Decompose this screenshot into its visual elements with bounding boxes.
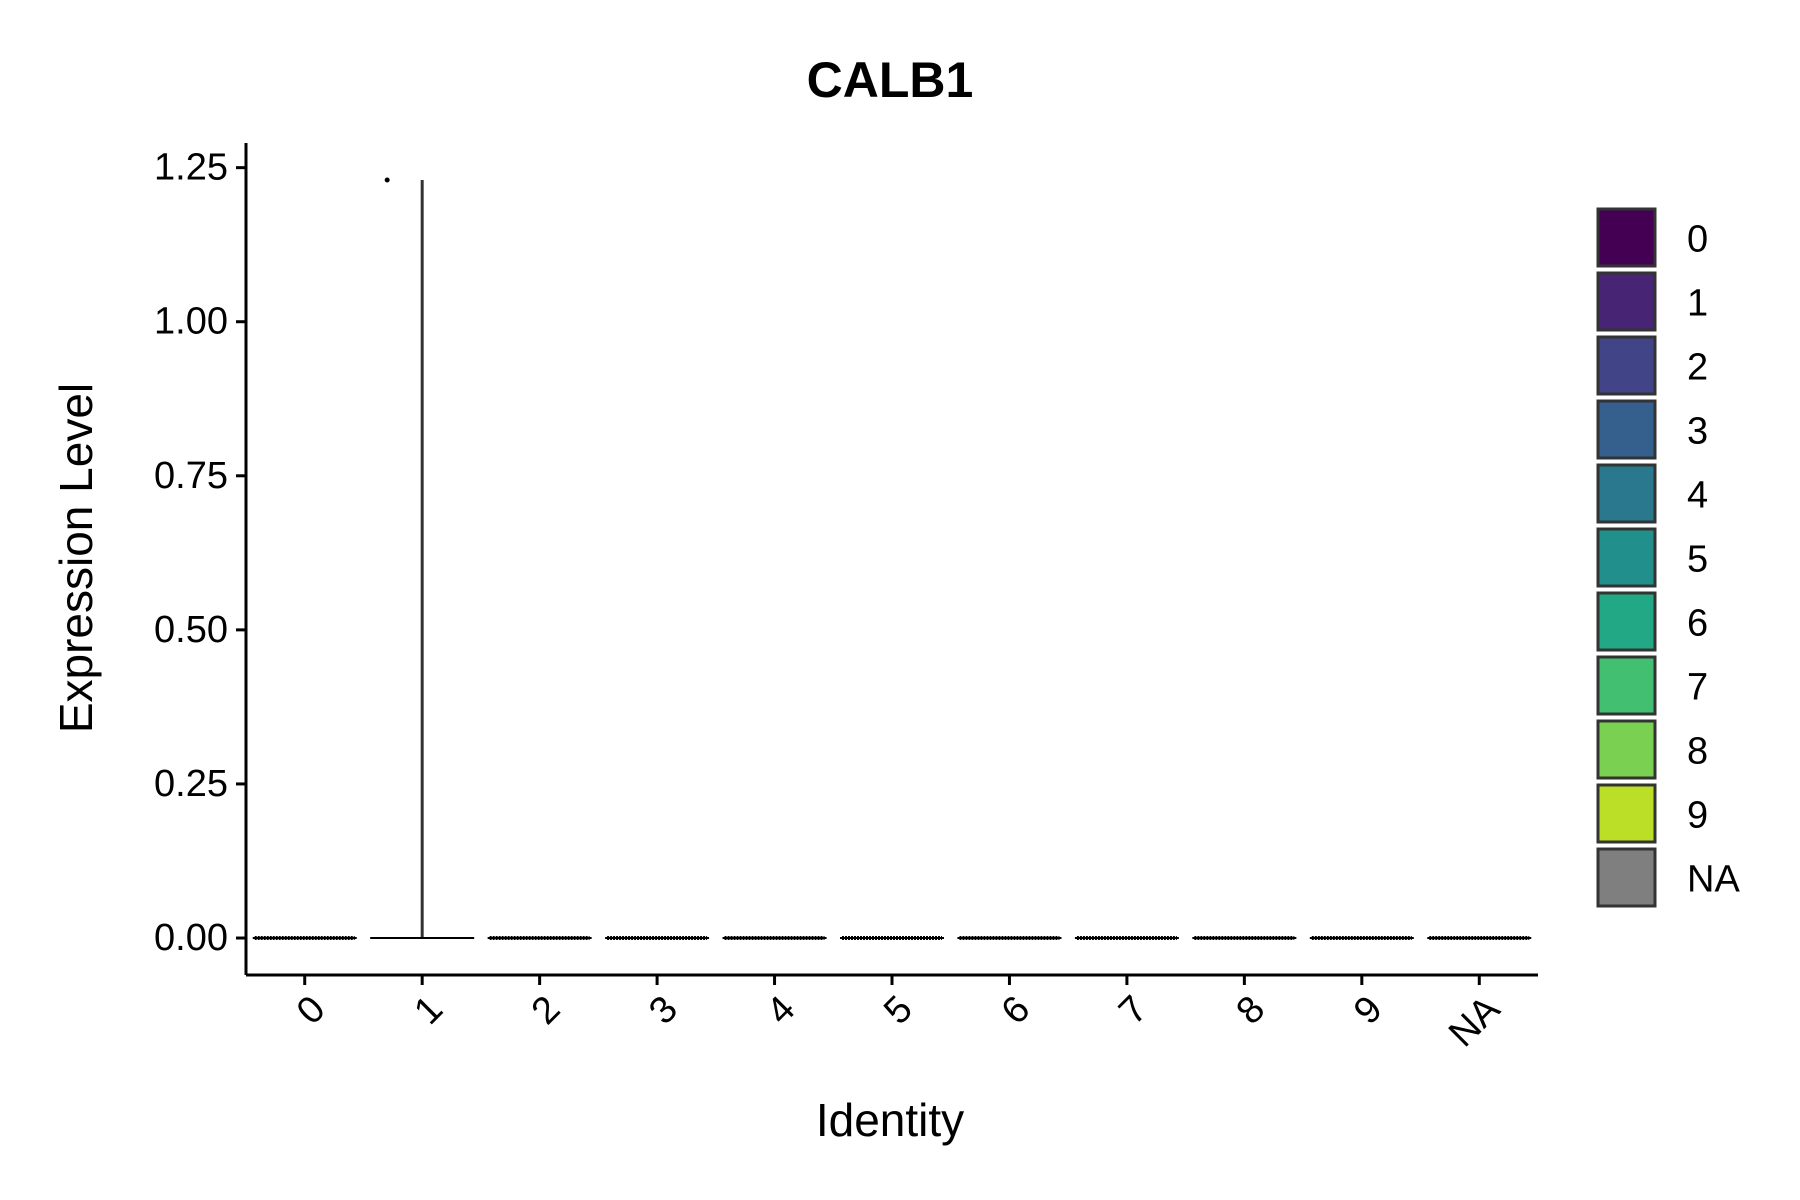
x-tick-label: 0 (289, 988, 334, 1033)
y-tick-label: 0.25 (154, 763, 228, 805)
legend-key-5 (1596, 527, 1657, 588)
x-tick-label: 8 (1229, 988, 1274, 1033)
y-tick-label: 1.25 (154, 147, 228, 189)
x-tick-label: 3 (641, 988, 686, 1033)
point-1-1 (384, 177, 390, 183)
x-tick-label: NA (1441, 988, 1508, 1055)
legend-key-2 (1596, 335, 1657, 396)
legend-key-6 (1596, 591, 1657, 652)
legend-label-9: 9 (1687, 795, 1708, 837)
y-axis-title: Expression Level (50, 383, 102, 733)
legend-label-5: 5 (1687, 539, 1708, 581)
legend-label-6: 6 (1687, 603, 1708, 645)
x-tick-label: 6 (994, 988, 1039, 1033)
y-tick-label: 0.75 (154, 455, 228, 497)
legend-label-1: 1 (1687, 283, 1708, 325)
x-tick-label: 1 (406, 988, 451, 1033)
legend-label-7: 7 (1687, 667, 1708, 709)
x-tick-label: 7 (1111, 988, 1156, 1033)
legend-label-2: 2 (1687, 347, 1708, 389)
y-tick-label: 0.00 (154, 917, 228, 959)
legend-key-9 (1596, 783, 1657, 844)
y-tick-label: 0.50 (154, 609, 228, 651)
chart-title: CALB1 (807, 52, 974, 108)
legend-key-0 (1596, 207, 1657, 268)
legend-label-8: 8 (1687, 731, 1708, 773)
legend: 0 1 2 3 4 5 6 7 8 9 NA (1596, 207, 1740, 908)
x-axis-title: Identity (816, 1094, 964, 1146)
legend-key-4 (1596, 463, 1657, 524)
legend-key-8 (1596, 719, 1657, 780)
x-tick-label: 4 (759, 988, 804, 1033)
y-tick-label: 1.00 (154, 301, 228, 343)
x-tick-label: 5 (876, 988, 921, 1033)
plot-area (252, 177, 1532, 941)
legend-label-3: 3 (1687, 411, 1708, 453)
legend-key-1 (1596, 271, 1657, 332)
legend-label-0: 0 (1687, 219, 1708, 261)
legend-key-7 (1596, 655, 1657, 716)
x-tick-label: 2 (524, 988, 569, 1033)
legend-key-3 (1596, 399, 1657, 460)
axes: 0.00 0.25 0.50 0.75 1.00 1.25 0 1 2 3 4 5 6 7 8 9 NA (154, 143, 1538, 1055)
x-tick-label: 9 (1346, 988, 1391, 1033)
legend-label-NA: NA (1687, 859, 1740, 901)
legend-key-NA (1596, 847, 1657, 908)
legend-label-4: 4 (1687, 475, 1708, 517)
